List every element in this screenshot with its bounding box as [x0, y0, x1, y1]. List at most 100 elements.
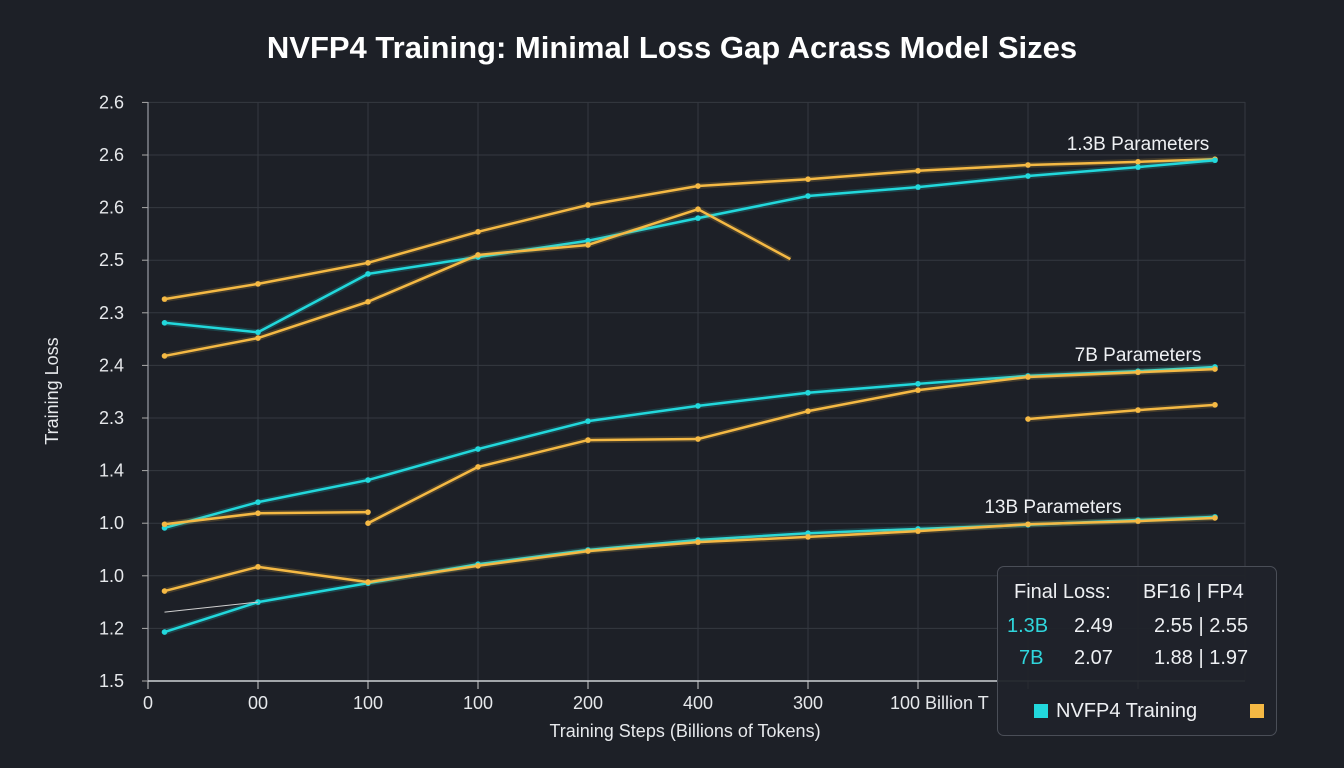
data-point — [1025, 173, 1031, 179]
data-point — [1135, 159, 1141, 165]
data-point — [585, 202, 591, 208]
series-glow — [164, 156, 1216, 303]
x-tick-label: 100 Billion T — [890, 693, 989, 713]
data-point — [365, 271, 371, 277]
y-tick-label: 2.4 — [99, 355, 124, 375]
x-tick-label: 200 — [573, 693, 603, 713]
legend-entry-label: NVFP4 Training — [1056, 700, 1198, 722]
data-point — [255, 499, 261, 505]
data-point — [1135, 164, 1141, 170]
data-point — [255, 510, 261, 517]
y-tick-label: 2.6 — [99, 198, 124, 218]
series-line-orange — [164, 157, 1216, 301]
legend-header-formats: BF16 | FP4 — [1143, 581, 1244, 603]
x-axis-label: Training Steps (Billions of Tokens) — [549, 721, 820, 741]
legend-pair-2: 1.88 | 1.97 — [1154, 647, 1249, 669]
y-tick-label: 1.5 — [99, 671, 124, 691]
data-point — [161, 319, 168, 326]
legend-pair-1: 2.55 | 2.55 — [1154, 615, 1249, 637]
data-point — [585, 242, 591, 248]
data-point — [365, 509, 371, 515]
data-point — [695, 215, 701, 221]
data-point — [255, 564, 261, 570]
x-tick-label: 0 — [143, 693, 153, 713]
data-point — [695, 436, 701, 442]
legend-swatch-cyan — [1034, 704, 1048, 718]
data-point — [365, 298, 371, 305]
data-point — [475, 563, 481, 569]
data-point — [255, 335, 261, 341]
data-point — [695, 206, 701, 212]
y-axis-label: Training Loss — [42, 337, 62, 444]
data-point — [915, 387, 921, 393]
series-annotation: 7B Parameters — [1075, 345, 1202, 366]
data-point — [475, 464, 481, 470]
series-annotation: 13B Parameters — [984, 497, 1121, 518]
series-line-orange — [1027, 403, 1216, 421]
data-point — [915, 528, 921, 534]
legend-header-label: Final Loss: — [1014, 581, 1111, 603]
legend-box: Final Loss: BF16 | FP4 1.3B 2.49 2.55 | … — [997, 566, 1277, 736]
data-point — [1025, 374, 1031, 380]
data-point — [915, 381, 921, 387]
data-point — [805, 193, 811, 199]
data-point — [915, 167, 921, 174]
legend-swatch-orange — [1250, 704, 1264, 718]
data-point — [1135, 369, 1141, 376]
data-point — [161, 629, 168, 635]
y-tick-label: 2.3 — [99, 408, 124, 428]
data-point — [365, 520, 371, 526]
data-point — [805, 389, 811, 396]
y-tick-label: 1.2 — [99, 618, 124, 638]
data-point — [1212, 515, 1218, 521]
data-point — [1025, 416, 1031, 422]
data-point — [1212, 366, 1218, 372]
data-point — [585, 437, 591, 443]
data-point — [1135, 407, 1141, 413]
data-point — [255, 329, 261, 336]
x-tick-label: 100 — [463, 693, 493, 713]
legend-model-2: 7B — [1019, 647, 1044, 669]
data-point — [161, 353, 168, 359]
data-point — [1025, 521, 1031, 528]
y-tick-label: 1.0 — [99, 513, 124, 533]
data-point — [695, 539, 701, 545]
data-point — [475, 228, 481, 235]
data-point — [585, 548, 591, 554]
x-tick-label: 100 — [353, 693, 383, 713]
data-point — [475, 446, 481, 452]
data-point — [255, 281, 261, 287]
data-point — [805, 176, 811, 182]
x-tick-label: 00 — [248, 693, 268, 713]
data-point — [1135, 518, 1141, 524]
x-tick-label: 400 — [683, 693, 713, 713]
data-point — [695, 183, 701, 189]
y-tick-label: 2.6 — [99, 92, 124, 112]
data-point — [805, 408, 811, 414]
data-point — [805, 534, 811, 540]
data-point — [585, 237, 591, 244]
data-point — [161, 296, 168, 302]
data-point — [1212, 157, 1218, 164]
data-point — [161, 521, 168, 528]
data-point — [915, 184, 921, 190]
data-point — [475, 252, 481, 258]
y-tick-label: 1.0 — [99, 566, 124, 586]
legend-model-1: 1.3B — [1007, 615, 1049, 637]
data-point — [365, 579, 371, 585]
legend-value-1: 2.49 — [1074, 615, 1113, 637]
data-point — [695, 403, 701, 409]
data-point — [161, 588, 168, 594]
y-tick-label: 2.5 — [99, 250, 124, 270]
data-point — [1025, 162, 1031, 168]
y-tick-label: 2.6 — [99, 145, 124, 165]
data-point — [1212, 402, 1218, 408]
series-line-white — [164, 601, 259, 613]
chart-title: NVFP4 Training: Minimal Loss Gap Acrass … — [266, 30, 1078, 65]
series-annotation: 1.3B Parameters — [1067, 134, 1210, 155]
x-tick-label: 300 — [793, 693, 823, 713]
data-point — [585, 418, 591, 424]
data-point — [365, 260, 371, 266]
legend-value-2: 2.07 — [1074, 647, 1113, 669]
data-point — [365, 477, 371, 483]
